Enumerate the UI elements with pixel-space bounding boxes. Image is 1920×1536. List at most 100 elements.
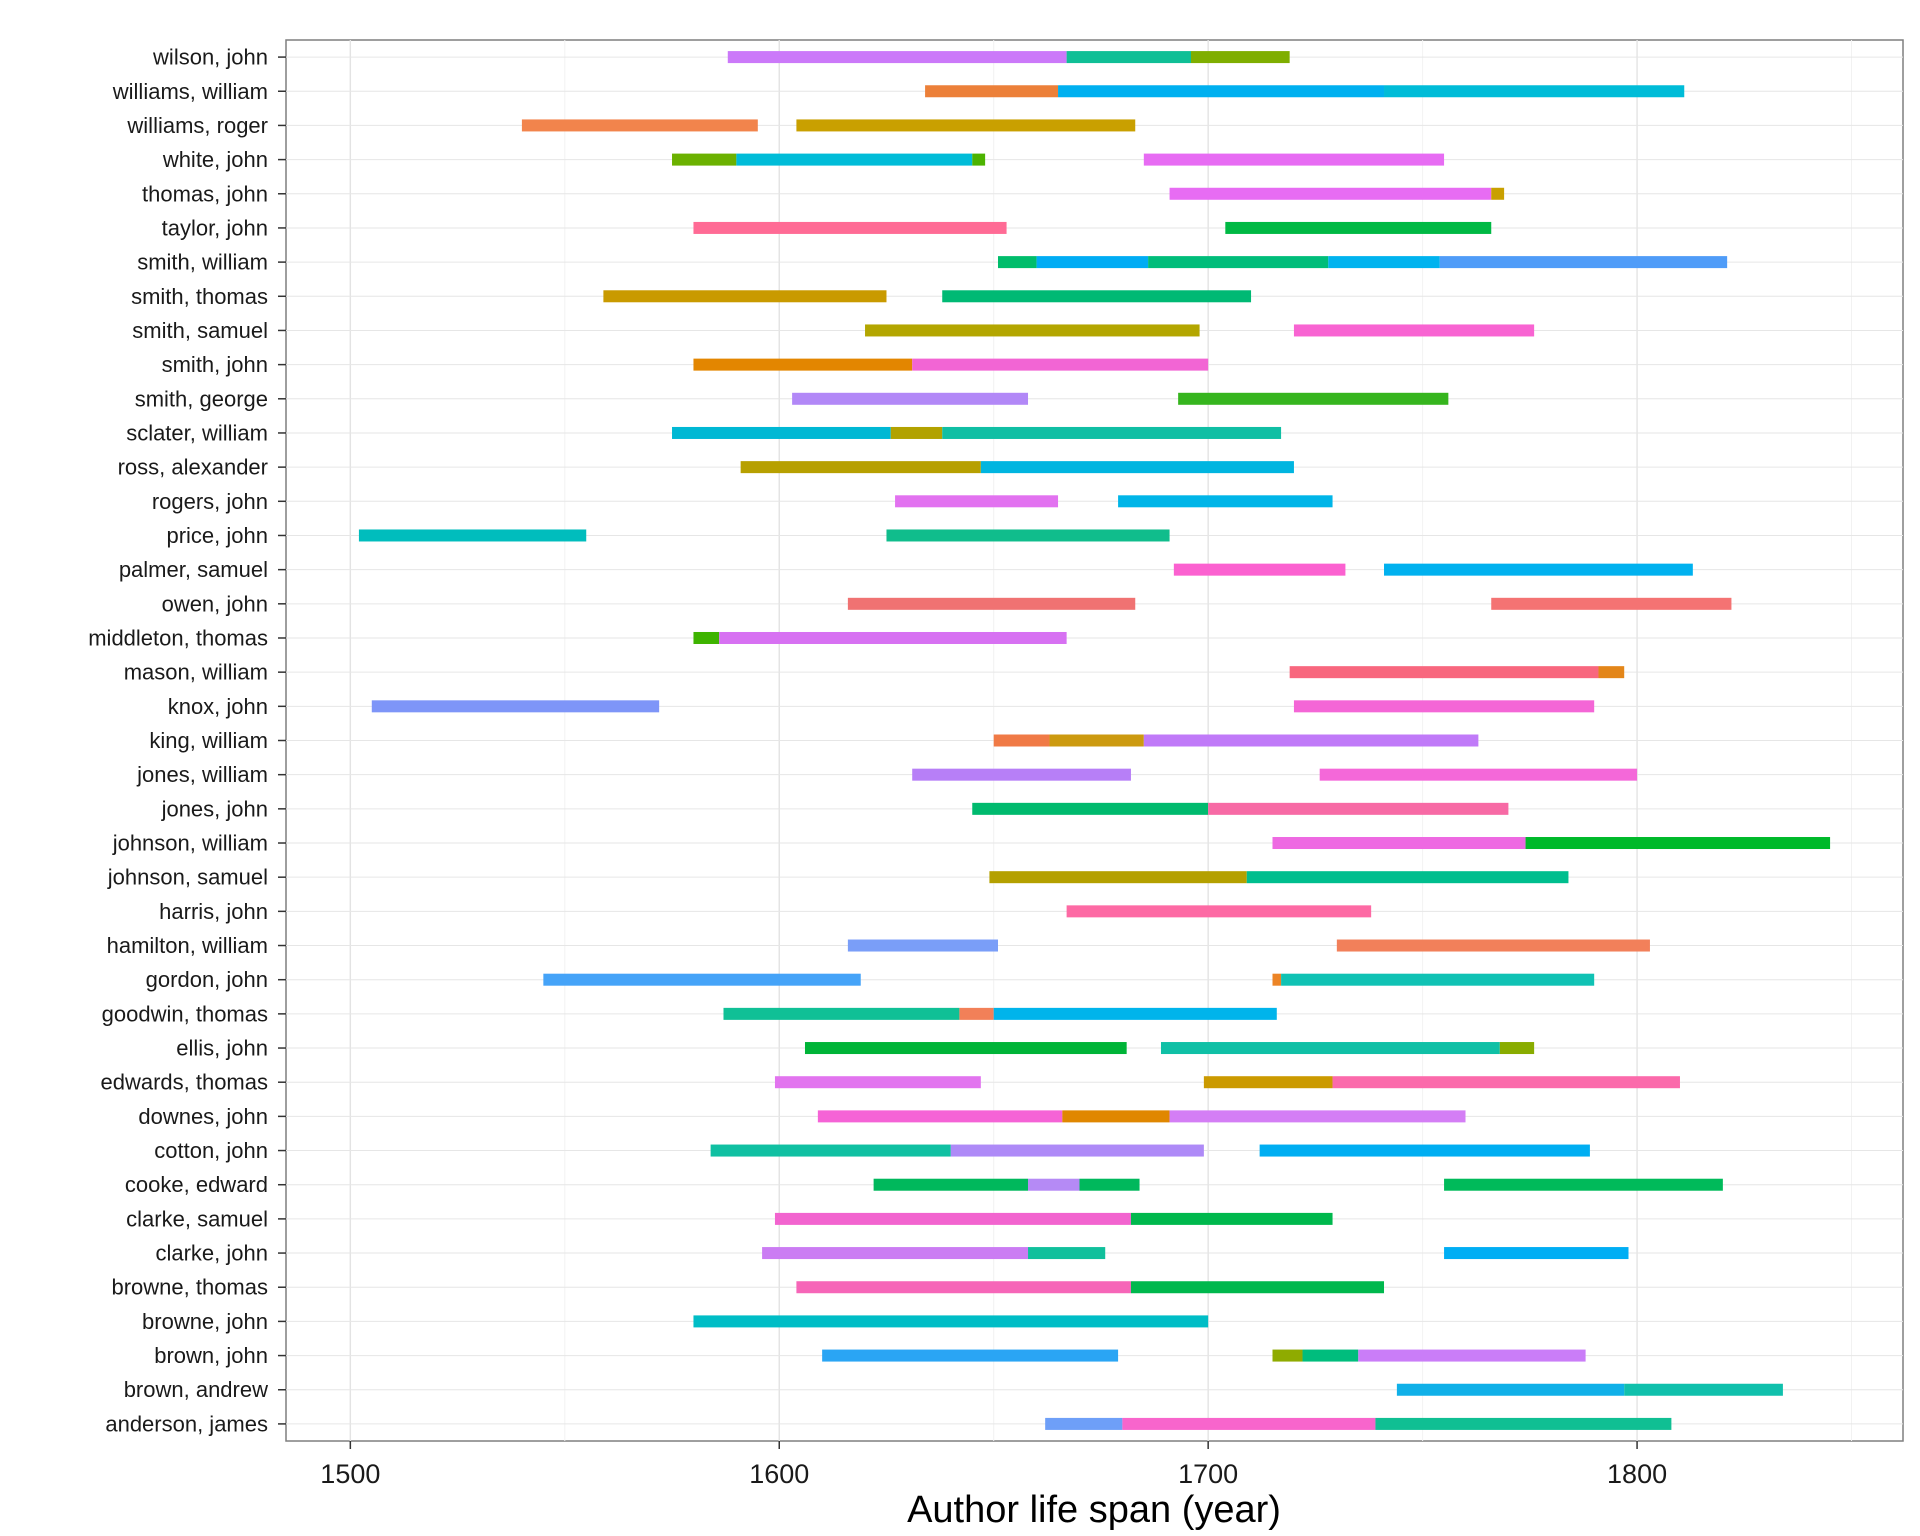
life-span-segment xyxy=(1160,1042,1500,1055)
life-span-segment xyxy=(1444,1178,1723,1191)
life-span-segment xyxy=(1191,51,1290,64)
y-tick-label: harris, john xyxy=(159,899,268,924)
y-tick-label: williams, roger xyxy=(126,113,268,138)
life-span-segment xyxy=(1272,1349,1303,1362)
life-span-segment xyxy=(1028,1178,1080,1191)
life-span-segment xyxy=(993,1007,1277,1020)
life-span-segment xyxy=(1332,1076,1680,1089)
y-tick-label: taylor, john xyxy=(162,215,268,240)
life-span-segment xyxy=(1444,1247,1629,1260)
y-tick-label: owen, john xyxy=(162,591,268,616)
y-tick-label: cooke, edward xyxy=(125,1172,268,1197)
life-span-segment xyxy=(1178,392,1449,405)
life-span-segment xyxy=(1058,85,1385,98)
life-span-segment xyxy=(847,939,998,952)
life-span-segment xyxy=(1066,905,1372,918)
y-tick-label: smith, thomas xyxy=(131,284,268,309)
life-span-segment xyxy=(1439,256,1728,269)
life-span-segment xyxy=(1028,1247,1106,1260)
y-tick-label: mason, william xyxy=(124,660,268,685)
life-span-segment xyxy=(1384,85,1685,98)
y-axis: wilson, john williams, william williams, r… xyxy=(88,45,286,1436)
life-span-segment xyxy=(603,290,887,303)
life-span-segment xyxy=(1079,1178,1140,1191)
y-tick-label: middleton, thomas xyxy=(88,625,268,650)
life-span-segment xyxy=(1272,973,1282,986)
life-span-segment xyxy=(972,802,1209,815)
y-tick-label: smith, william xyxy=(137,250,268,275)
life-span-segment xyxy=(1375,1417,1672,1430)
y-tick-label: palmer, samuel xyxy=(119,557,268,582)
life-span-segment xyxy=(358,529,587,542)
life-span-segment xyxy=(736,153,973,166)
life-span-segment xyxy=(1246,871,1569,884)
y-tick-label: cotton, john xyxy=(154,1138,268,1163)
life-span-segment xyxy=(890,426,943,439)
life-span-segment xyxy=(693,358,913,371)
life-span-segment xyxy=(693,221,1007,234)
life-span-segment xyxy=(873,1178,1029,1191)
y-tick-label: knox, john xyxy=(168,694,268,719)
y-tick-label: anderson, james xyxy=(105,1411,268,1436)
y-tick-label: johnson, william xyxy=(112,831,268,856)
life-span-segment xyxy=(1281,973,1595,986)
y-tick-label: rogers, john xyxy=(152,489,268,514)
life-span-segment xyxy=(1319,768,1638,781)
life-span-segment xyxy=(1491,187,1505,200)
y-tick-label: browne, thomas xyxy=(111,1275,268,1300)
life-span-segment xyxy=(886,529,1170,542)
life-span-segment xyxy=(1122,1417,1376,1430)
y-tick-label: clarke, samuel xyxy=(126,1206,268,1231)
life-span-segment xyxy=(796,1281,1131,1294)
life-span-segment xyxy=(1624,1383,1783,1396)
life-span-segment xyxy=(1328,256,1440,269)
life-span-segment xyxy=(1225,221,1492,234)
life-span-segment xyxy=(792,392,1029,405)
life-span-segment xyxy=(723,1007,960,1020)
life-span-segment xyxy=(1036,256,1149,269)
life-span-segment xyxy=(1499,1042,1535,1055)
y-tick-label: price, john xyxy=(166,523,268,548)
life-span-segment xyxy=(693,631,720,644)
life-span-segment xyxy=(1118,495,1333,508)
life-span-segment xyxy=(942,426,1282,439)
life-span-segment xyxy=(912,768,1131,781)
x-axis-title: Author life span (year) xyxy=(907,1489,1281,1531)
life-span-segment xyxy=(804,1042,1127,1055)
life-span-segment xyxy=(822,1349,1119,1362)
life-span-segment xyxy=(847,597,1136,610)
life-span-segment xyxy=(727,51,1067,64)
life-span-segment xyxy=(719,631,1067,644)
life-span-segment xyxy=(1598,666,1625,679)
x-tick-label: 1800 xyxy=(1607,1459,1667,1489)
y-tick-label: sclater, william xyxy=(126,420,268,445)
y-tick-label: goodwin, thomas xyxy=(102,1001,268,1026)
y-tick-label: downes, john xyxy=(138,1104,268,1129)
life-span-segment xyxy=(796,119,1136,132)
life-span-segment xyxy=(925,85,1059,98)
life-span-segment xyxy=(774,1212,1131,1225)
y-tick-label: ross, alexander xyxy=(118,455,268,480)
y-tick-label: smith, george xyxy=(135,386,268,411)
x-axis: 1500 1600 1700 1800 xyxy=(320,1441,1667,1489)
y-tick-label: brown, andrew xyxy=(124,1377,268,1402)
life-span-segment xyxy=(1358,1349,1586,1362)
y-tick-label: jones, john xyxy=(161,796,268,821)
life-span-segment xyxy=(1208,802,1509,815)
life-span-segment xyxy=(1396,1383,1625,1396)
life-span-segment xyxy=(1173,563,1346,576)
life-span-segment xyxy=(371,700,660,713)
life-span-segment xyxy=(1384,563,1693,576)
life-span-segment xyxy=(980,461,1294,474)
life-span-segment xyxy=(989,871,1247,884)
y-tick-label: hamilton, william xyxy=(107,933,268,958)
life-span-segment xyxy=(1148,256,1329,269)
life-span-segment xyxy=(740,461,981,474)
life-span-segment xyxy=(710,1144,951,1157)
life-span-segment xyxy=(1336,939,1650,952)
y-tick-label: gordon, john xyxy=(146,967,268,992)
life-span-segment xyxy=(1169,1110,1466,1123)
life-span-segment xyxy=(1066,51,1192,64)
life-span-segment xyxy=(1062,1110,1170,1123)
